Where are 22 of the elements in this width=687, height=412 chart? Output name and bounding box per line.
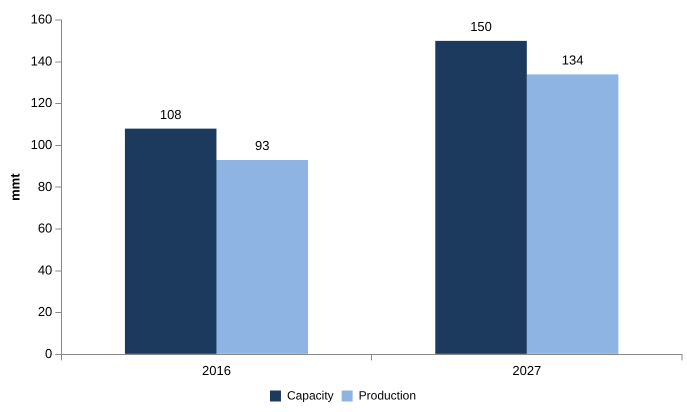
x-tick-label: 2027	[512, 362, 542, 378]
data-label: 93	[255, 138, 270, 154]
y-tick-label: 0	[45, 346, 52, 361]
bar	[526, 74, 618, 354]
y-tick-label: 20	[38, 304, 52, 320]
y-axis-title: mmt	[7, 172, 22, 201]
data-label: 150	[470, 18, 492, 34]
y-tick-label: 160	[30, 12, 52, 27]
y-tick-label: 60	[38, 220, 52, 236]
bar	[124, 128, 216, 354]
bar	[435, 40, 527, 354]
data-label: 134	[562, 52, 584, 68]
bar	[216, 160, 308, 354]
data-label: 108	[160, 106, 182, 122]
y-tick-label: 80	[38, 178, 52, 194]
y-tick-label: 120	[30, 95, 52, 110]
legend-label: Capacity	[286, 388, 334, 402]
x-tick-label: 2016	[202, 362, 231, 378]
legend-label: Production	[358, 388, 416, 402]
y-tick-label: 140	[30, 53, 52, 68]
y-tick-label: 40	[38, 262, 52, 278]
y-tick-label: 100	[30, 136, 52, 152]
